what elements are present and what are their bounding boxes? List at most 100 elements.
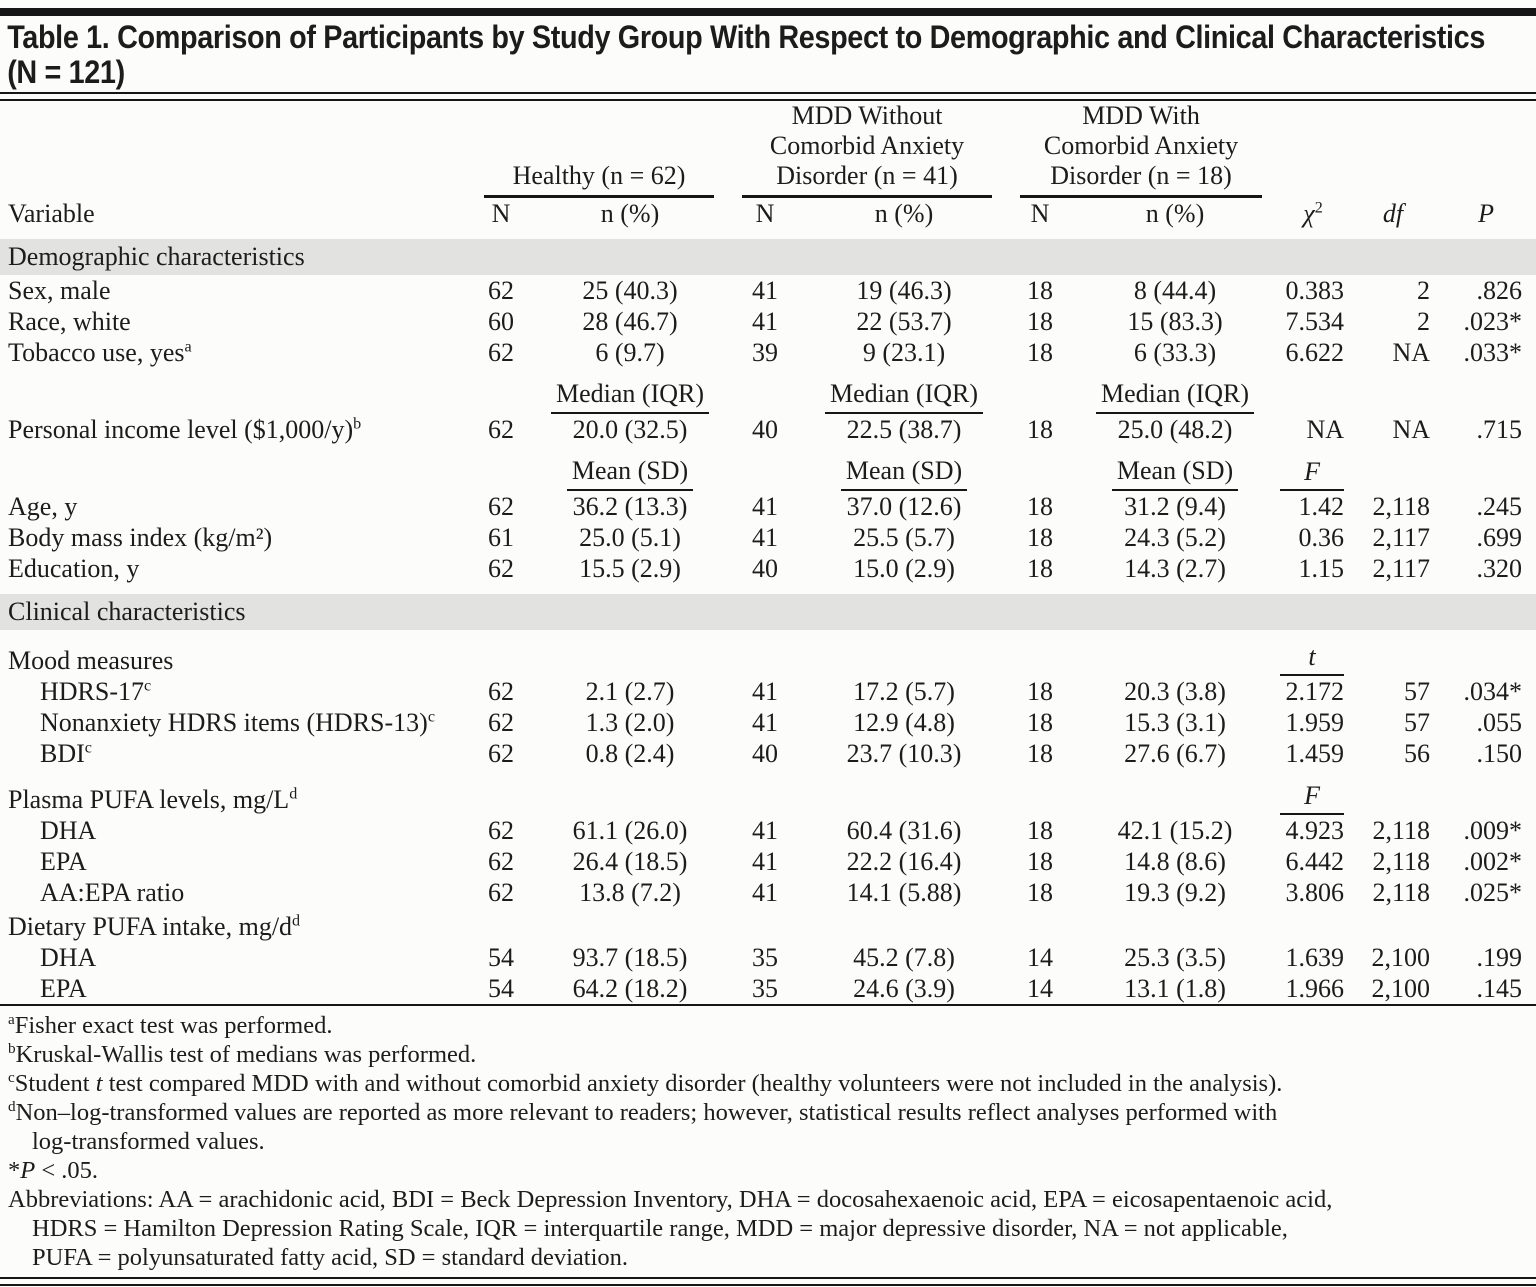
group-label-row: Dietary PUFA intake, mg/dd bbox=[0, 908, 1536, 942]
cell-df: 57 bbox=[1404, 677, 1431, 706]
cell-statistic-header bbox=[1276, 908, 1350, 942]
cell-df: 2,100 bbox=[1371, 974, 1431, 1003]
cell-p-value bbox=[1436, 630, 1536, 676]
row-label-text: Personal income level ($1,000/y) bbox=[8, 415, 354, 444]
group-header-mdd-without-anxiety: MDD Without Comorbid Anxiety Disorder (n… bbox=[728, 101, 1006, 198]
df-column-header: df bbox=[1350, 101, 1437, 238]
cell-npct-healthy: 0.8 (2.4) bbox=[585, 739, 675, 768]
row-label-text: DHA bbox=[40, 943, 97, 972]
cell-npct-mdd-without: 25.5 (5.7) bbox=[853, 523, 955, 552]
row-label-text: Sex, male bbox=[8, 276, 111, 305]
cell-empty bbox=[532, 908, 728, 942]
cell-n-healthy: 62 bbox=[488, 554, 514, 583]
cell-n-mdd-with: 18 bbox=[1027, 523, 1054, 552]
cell-empty bbox=[1006, 630, 1074, 676]
measure-subheader-row: Median (IQR) Median (IQR) Median (IQR) bbox=[0, 368, 1536, 414]
footnote-d-continuation: log-transformed values. bbox=[32, 1128, 265, 1155]
cell-empty bbox=[1074, 908, 1276, 942]
cell-empty bbox=[802, 769, 1006, 815]
cell-n-healthy: 62 bbox=[488, 739, 514, 768]
cell-df: 2 bbox=[1417, 307, 1431, 336]
cell-n-mdd-without: 40 bbox=[752, 554, 779, 583]
cell-n-mdd-with: 18 bbox=[1027, 739, 1054, 768]
chi-exponent: 2 bbox=[1314, 199, 1323, 217]
row-label-superscript: a bbox=[184, 338, 192, 356]
cell-empty bbox=[728, 630, 802, 676]
row-label-text: EPA bbox=[40, 847, 87, 876]
cell-statistic: 1.966 bbox=[1285, 974, 1345, 1003]
cell-npct-mdd-with: 19.3 (9.2) bbox=[1124, 878, 1226, 907]
cell-npct-mdd-with: 6 (33.3) bbox=[1133, 338, 1217, 367]
section-header-label: Demographic characteristics bbox=[0, 233, 1536, 275]
cell-df: 2,117 bbox=[1372, 523, 1431, 552]
footnote-c: cStudent t test compared MDD with and wi… bbox=[8, 1068, 1283, 1097]
row-label-superscript: d bbox=[289, 785, 298, 803]
cell-npct-healthy: 64.2 (18.2) bbox=[572, 974, 688, 1003]
cell-df: NA bbox=[1392, 338, 1431, 367]
table-row: Nonanxiety HDRS items (HDRS-13)c 62 1.3 (2… bbox=[0, 707, 1536, 738]
cell-df: 2,118 bbox=[1372, 492, 1431, 521]
cell-npct-mdd-without: 22.2 (16.4) bbox=[846, 847, 962, 876]
cell-p-value: .023* bbox=[1463, 307, 1523, 336]
cell-df bbox=[1350, 908, 1436, 942]
row-label: HDRS-17c bbox=[0, 676, 470, 707]
group-header-mdd-with-anxiety: MDD With Comorbid Anxiety Disorder (n = … bbox=[1006, 101, 1276, 198]
table-row: Tobacco use, yesa 62 6 (9.7) 39 9 (23.1) 18 6 … bbox=[0, 337, 1536, 368]
table-row: Sex, male 62 25 (40.3) 41 19 (46.3) 18 8 (44.4… bbox=[0, 275, 1536, 306]
cell-npct-healthy: 25.0 (5.1) bbox=[579, 523, 681, 552]
cell-statistic: 4.923 bbox=[1285, 816, 1345, 845]
cell-empty bbox=[728, 908, 802, 942]
cell-n-healthy: 54 bbox=[488, 943, 514, 972]
row-label: Personal income level ($1,000/y)b bbox=[0, 414, 470, 445]
cell-empty bbox=[1074, 630, 1276, 676]
row-label-text: Tobacco use, yes bbox=[8, 338, 185, 367]
cell-p-value: .002* bbox=[1463, 847, 1523, 876]
row-label-text: Education, y bbox=[8, 554, 140, 583]
row-label-superscript: c bbox=[427, 708, 435, 726]
cell-npct-mdd-without: 17.2 (5.7) bbox=[853, 677, 955, 706]
cell-n-mdd-with: 18 bbox=[1027, 307, 1054, 336]
cell-n-mdd-without: 41 bbox=[752, 847, 779, 876]
cell-df: 56 bbox=[1404, 739, 1431, 768]
row-label bbox=[0, 368, 470, 414]
cell-statistic: 1.42 bbox=[1298, 492, 1345, 521]
cell-n-empty bbox=[470, 368, 532, 414]
cell-n-mdd-with: 18 bbox=[1027, 878, 1054, 907]
row-label: Sex, male bbox=[0, 275, 470, 306]
cell-n-mdd-with: 18 bbox=[1027, 816, 1054, 845]
measure-type-text: Mean (SD) bbox=[1111, 455, 1239, 491]
cell-n-mdd-without: 35 bbox=[752, 943, 779, 972]
table-bottom-rule bbox=[0, 1004, 1536, 1006]
row-label-text: BDI bbox=[40, 739, 85, 768]
title-bottom-rule bbox=[0, 92, 1536, 101]
cell-statistic: 0.383 bbox=[1285, 276, 1345, 305]
cell-statistic: 6.442 bbox=[1285, 847, 1345, 876]
cell-statistic: NA bbox=[1306, 415, 1345, 444]
cell-empty bbox=[728, 769, 802, 815]
cell-npct-mdd-without: 12.9 (4.8) bbox=[853, 708, 955, 737]
cell-n-empty bbox=[728, 445, 802, 491]
cell-npct-mdd-with: 20.3 (3.8) bbox=[1124, 677, 1226, 706]
cell-df bbox=[1350, 630, 1436, 676]
cell-n-mdd-without: 41 bbox=[752, 677, 779, 706]
cell-df: 2 bbox=[1417, 276, 1431, 305]
cell-npct-mdd-with: 42.1 (15.2) bbox=[1117, 816, 1233, 845]
comparison-table: Variable Healthy (n = 62) MDD Without Co… bbox=[0, 101, 1536, 1004]
cell-p-value: .715 bbox=[1476, 415, 1523, 444]
measure-type-text: Median (IQR) bbox=[551, 378, 710, 414]
cell-n-empty bbox=[728, 368, 802, 414]
cell-n-mdd-with: 18 bbox=[1027, 276, 1054, 305]
cell-n-healthy: 62 bbox=[488, 847, 514, 876]
cell-n-healthy: 62 bbox=[488, 492, 514, 521]
npct-header-mdd-without: n (%) bbox=[802, 198, 1007, 238]
cell-statistic-header: t bbox=[1276, 630, 1350, 676]
cell-n-empty bbox=[1006, 368, 1074, 414]
cell-n-mdd-with: 14 bbox=[1027, 974, 1054, 1003]
cell-n-mdd-with: 18 bbox=[1027, 847, 1054, 876]
cell-npct-healthy: 13.8 (7.2) bbox=[579, 878, 681, 907]
cell-p-value bbox=[1436, 769, 1536, 815]
cell-p-value: .055 bbox=[1476, 708, 1523, 737]
cell-empty bbox=[470, 630, 532, 676]
cell-df bbox=[1350, 769, 1436, 815]
group-label-row: Plasma PUFA levels, mg/Ld F bbox=[0, 769, 1536, 815]
